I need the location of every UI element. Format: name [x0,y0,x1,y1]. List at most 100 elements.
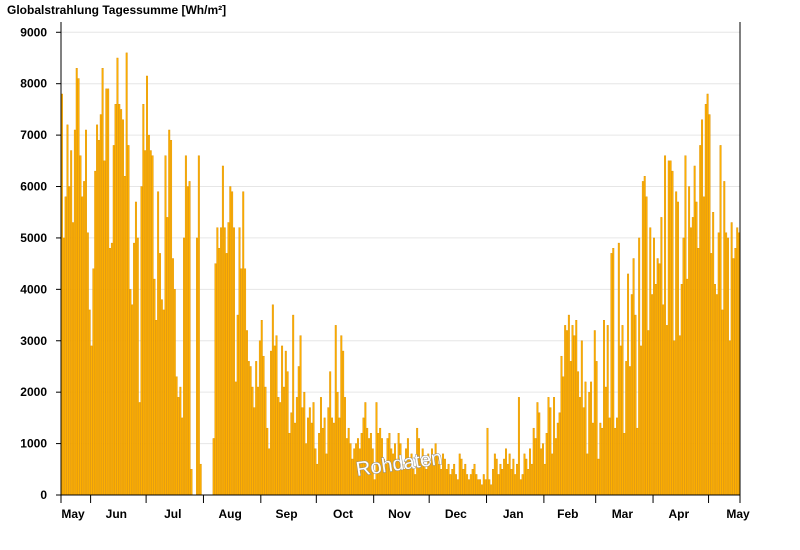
bar [499,463,502,496]
bar [255,361,258,496]
bar [364,402,367,496]
bar [617,242,620,496]
bar [503,458,506,496]
bar [669,160,672,496]
y-tick-label: 9000 [20,25,47,39]
bar [464,463,467,496]
bar [621,325,624,496]
bar [310,422,313,496]
bar [614,427,617,496]
bar [575,320,578,496]
bar [560,355,563,496]
y-tick-label: 6000 [20,180,47,194]
x-tick-label: May [61,507,85,521]
bar [157,191,160,496]
y-tick-label: 3000 [20,334,47,348]
bar [451,469,454,496]
bar [699,145,702,496]
bar [619,345,622,496]
bar [714,284,716,496]
bar [484,479,487,496]
bar [73,129,76,496]
x-tick-label: Oct [333,507,353,521]
bar [697,248,700,496]
bar [253,407,256,496]
bar [595,361,598,496]
bar [542,443,544,496]
bar [480,484,483,496]
bar [636,427,639,496]
bar [138,402,141,496]
bar [556,422,559,496]
bar [258,340,261,496]
bar [234,381,237,496]
bar [545,433,548,496]
bar [375,402,378,496]
bar [471,469,474,496]
bar [510,469,513,496]
bar [530,463,533,496]
bar [175,376,178,496]
bar [83,181,86,496]
bar [122,119,124,496]
bar [260,320,263,496]
bar [591,422,594,496]
bar [414,474,417,496]
bar [345,438,348,496]
bar [183,237,185,496]
bar [462,469,465,496]
bar [147,134,150,496]
bar [632,258,635,496]
bar [599,422,602,496]
bar [257,386,259,496]
bar [601,427,604,496]
bar [338,417,341,496]
bar [610,253,613,496]
bar [612,248,615,496]
bar [77,78,80,496]
bar [695,201,698,496]
bar [588,391,591,496]
bar [505,448,507,496]
bar [558,412,561,496]
bar [184,155,187,496]
bar [514,474,517,496]
bar [114,104,117,496]
bar [319,397,322,496]
bar [190,469,193,496]
bar [532,427,535,496]
bar [79,155,82,496]
bar [628,366,631,496]
bar [577,371,580,496]
bar [247,361,250,496]
bar [308,407,311,496]
bar [294,422,296,496]
bar [245,330,248,496]
bar [678,335,681,496]
bar [680,284,683,496]
bar [597,458,600,496]
bar [303,391,306,496]
bar [127,145,130,496]
y-tick-label: 8000 [20,77,47,91]
bar [68,186,71,496]
bar [638,237,641,496]
bar [275,335,278,496]
bar [630,294,633,496]
bar [221,165,224,496]
bar [170,140,173,496]
bar [469,474,472,496]
bar [323,417,326,496]
bar [110,242,113,496]
bar [299,335,302,496]
bar [305,443,308,496]
x-tick-labels: May Jun Jul Aug Sep Oct Nov Dec Jan Feb Mar Apr May [61,495,750,521]
bar [667,160,670,496]
bar [120,109,123,496]
bar [318,433,321,496]
bar [458,453,461,496]
bar [473,463,476,496]
bar [643,176,646,496]
bar [103,160,106,496]
bar [242,191,245,496]
